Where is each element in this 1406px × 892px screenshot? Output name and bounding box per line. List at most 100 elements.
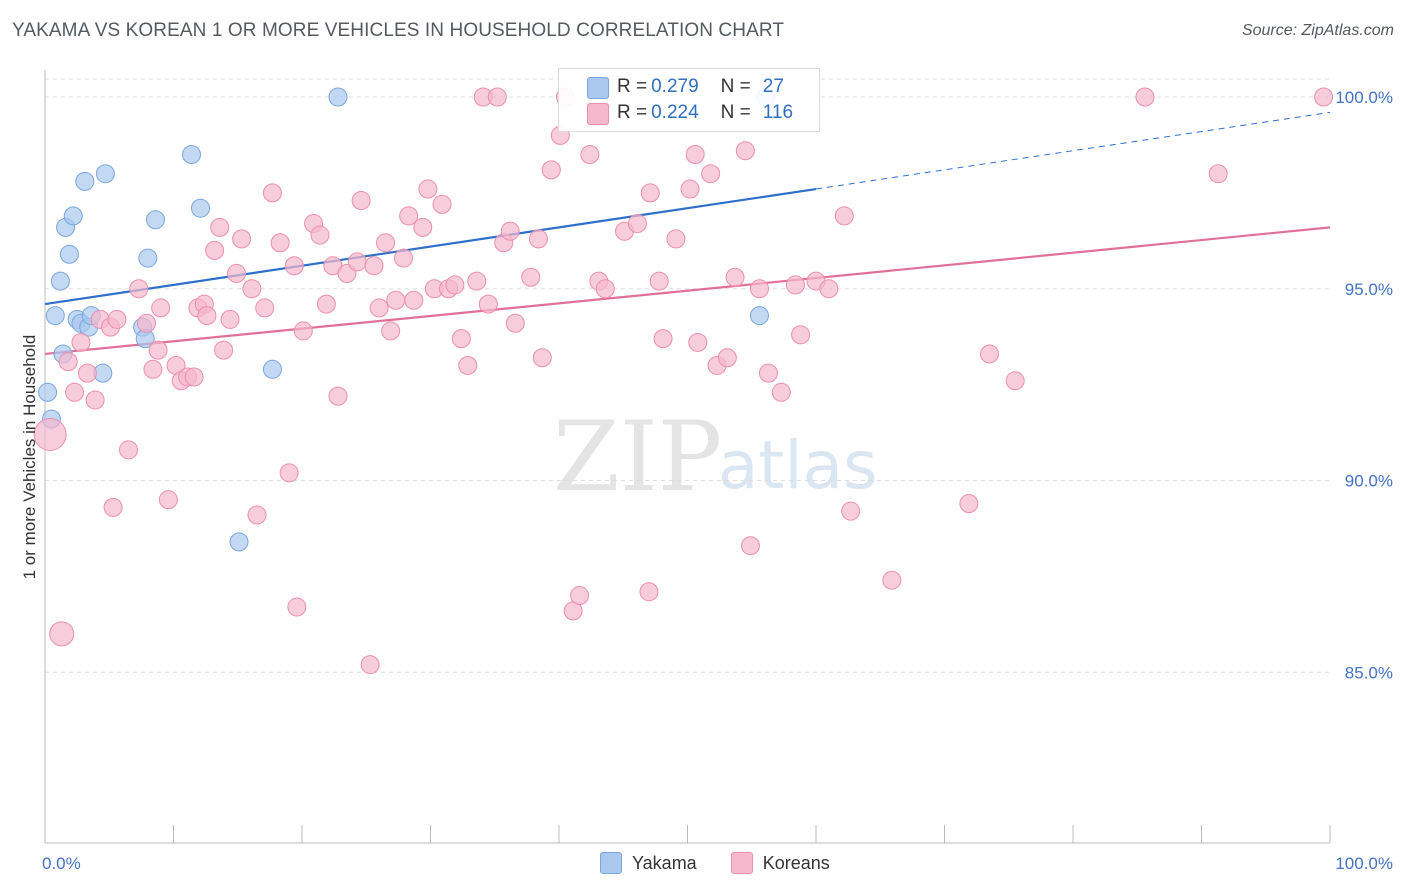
point-koreans — [595, 279, 615, 299]
point-koreans — [293, 321, 313, 341]
point-koreans — [834, 206, 854, 226]
point-koreans — [1005, 371, 1025, 391]
point-koreans — [1208, 164, 1228, 184]
point-koreans — [210, 217, 230, 237]
trend-lines — [44, 111, 1331, 356]
point-koreans — [77, 363, 97, 383]
point-koreans — [413, 217, 433, 237]
point-koreans — [103, 497, 123, 517]
point-koreans — [364, 256, 384, 276]
point-koreans — [979, 344, 999, 364]
point-koreans — [49, 621, 75, 647]
y-tick-label: 95.0% — [1345, 280, 1393, 299]
source-credit: Source: ZipAtlas.com — [1241, 22, 1394, 39]
point-koreans — [107, 309, 127, 329]
point-koreans — [214, 340, 234, 360]
point-koreans — [85, 390, 105, 410]
point-koreans — [505, 313, 525, 333]
legend-swatch-koreans — [587, 103, 609, 125]
point-yakama — [50, 271, 70, 291]
point-koreans — [119, 440, 139, 460]
y-tick-label: 85.0% — [1345, 663, 1393, 682]
watermark-atlas: atlas — [718, 427, 878, 504]
point-koreans — [381, 321, 401, 341]
point-koreans — [65, 382, 85, 402]
point-koreans — [58, 352, 78, 372]
n-label: N = — [720, 102, 751, 123]
n-label: N = — [720, 76, 751, 97]
series-legend: Yakama Koreans — [600, 852, 864, 874]
point-koreans — [386, 290, 406, 310]
point-yakama — [95, 164, 115, 184]
point-yakama — [229, 532, 249, 552]
point-koreans — [399, 206, 419, 226]
legend-item-koreans: Koreans — [730, 852, 830, 874]
chart-title: YAKAMA VS KOREAN 1 OR MORE VEHICLES IN H… — [12, 20, 785, 41]
point-koreans — [717, 348, 737, 368]
trend-line-dashed-yakama — [815, 111, 1331, 190]
point-koreans — [351, 191, 371, 211]
point-koreans — [220, 309, 240, 329]
point-koreans — [158, 490, 178, 510]
point-koreans — [137, 313, 157, 333]
point-yakama — [146, 210, 166, 230]
point-koreans — [360, 655, 380, 675]
legend-label-koreans: Koreans — [762, 852, 830, 873]
point-koreans — [680, 179, 700, 199]
point-koreans — [451, 329, 471, 349]
point-koreans — [785, 275, 805, 295]
point-koreans — [205, 240, 225, 260]
x-tick-label: 0.0% — [42, 854, 81, 873]
point-koreans — [640, 183, 660, 203]
point-koreans — [458, 355, 478, 375]
point-koreans — [758, 363, 778, 383]
gridlines — [45, 78, 1330, 673]
point-yakama — [749, 306, 769, 326]
n-value: 27 — [762, 76, 784, 97]
data-points — [33, 87, 1334, 675]
point-koreans — [432, 194, 452, 214]
point-koreans — [735, 141, 755, 161]
point-koreans — [148, 340, 168, 360]
y-tick-labels: 85.0% 90.0% 95.0% 100.0% — [1335, 88, 1393, 682]
point-koreans — [541, 160, 561, 180]
x-tick-label: 100.0% — [1335, 854, 1393, 873]
point-koreans — [129, 279, 149, 299]
point-koreans — [666, 229, 686, 249]
point-koreans — [959, 494, 979, 514]
point-koreans — [725, 267, 745, 287]
legend-item-yakama: Yakama — [600, 852, 697, 874]
point-koreans — [688, 332, 708, 352]
point-koreans — [445, 275, 465, 295]
legend-swatch-koreans — [730, 852, 753, 874]
point-yakama — [138, 248, 158, 268]
point-yakama — [59, 244, 79, 264]
axes — [44, 70, 1331, 844]
point-koreans — [749, 279, 769, 299]
point-yakama — [45, 306, 65, 326]
r-label: R = — [617, 102, 648, 123]
point-koreans — [771, 382, 791, 402]
point-koreans — [404, 290, 424, 310]
trend-line-yakama — [44, 187, 817, 306]
y-tick-label: 100.0% — [1335, 88, 1393, 107]
point-koreans — [685, 145, 705, 165]
n-value: 116 — [762, 102, 794, 123]
point-koreans — [33, 417, 67, 451]
point-yakama — [63, 206, 83, 226]
point-koreans — [328, 386, 348, 406]
point-koreans — [316, 294, 336, 314]
legend-swatch-yakama — [600, 852, 622, 874]
point-koreans — [232, 229, 252, 249]
point-koreans — [649, 271, 669, 291]
watermark: ZIP atlas — [553, 401, 878, 513]
point-koreans — [1135, 87, 1155, 107]
point-yakama — [190, 198, 210, 218]
legend-row-yakama: R = 0.279 N = 27 — [617, 75, 784, 99]
legend-label-yakama: Yakama — [632, 852, 697, 873]
point-koreans — [394, 248, 414, 268]
point-koreans — [487, 87, 507, 107]
point-koreans — [255, 298, 275, 318]
point-yakama — [181, 145, 201, 165]
point-koreans — [242, 279, 262, 299]
